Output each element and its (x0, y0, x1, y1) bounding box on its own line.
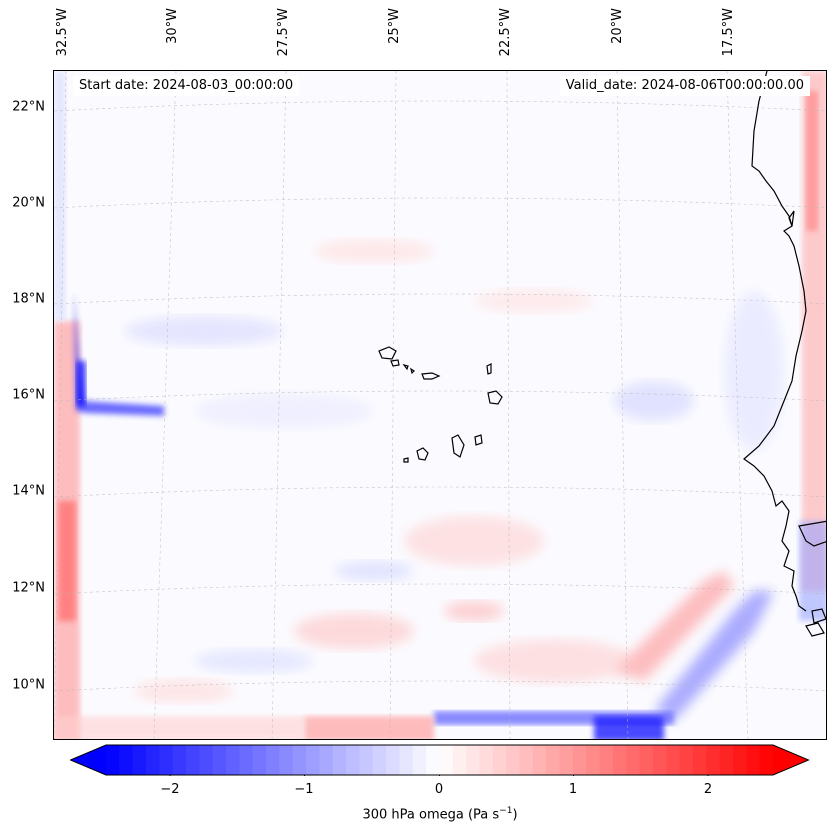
colorbar-cell (332, 745, 347, 775)
lon-label-17-5w: 17.5°W (721, 8, 736, 57)
colorbar-cell (239, 745, 254, 775)
colorbar-cell (466, 745, 481, 775)
colorbar-cell (732, 745, 747, 775)
colorbar-cell (519, 745, 534, 775)
colorbar-cell (146, 745, 160, 775)
colorbar-cell (359, 745, 374, 775)
omega-shading (54, 71, 826, 739)
colorbar-cell (679, 745, 694, 775)
lon-label-30w: 30°W (165, 8, 180, 44)
lat-label-20n: 20°N (12, 195, 45, 211)
colorbar-cell (399, 745, 414, 775)
lat-label-12n: 12°N (12, 580, 45, 596)
lat-label-18n: 18°N (12, 291, 45, 307)
colorbar-cell (279, 745, 294, 775)
colorbar-cell (412, 745, 427, 775)
start-date-label: Start date: 2024-08-03_00:00:00 (73, 76, 300, 96)
colorbar-cell (439, 745, 454, 775)
colorbar-cell (746, 745, 761, 775)
omega-field (54, 71, 826, 739)
cape-verde-islands (378, 346, 503, 463)
colorbar-cell (452, 745, 467, 775)
colorbar-cell (346, 745, 361, 775)
colorbar-title-suffix: ) (512, 807, 518, 823)
colorbar-extend-max (773, 745, 809, 775)
lat-label-10n: 10°N (12, 677, 45, 693)
map-panel (53, 70, 827, 740)
lon-label-25w: 25°W (387, 8, 402, 44)
colorbar-cell (666, 745, 681, 775)
colorbar-cell (626, 745, 641, 775)
colorbar-cell (492, 745, 507, 775)
colorbar-cell (119, 745, 134, 775)
colorbar-tick-label: 1 (568, 782, 578, 797)
colorbar-cell (186, 745, 200, 775)
colorbar-cell (266, 745, 281, 775)
colorbar-tick-label: −1 (294, 782, 314, 797)
lon-label-22-5w: 22.5°W (498, 8, 513, 57)
colorbar-title-text: 300 hPa omega (Pa s (362, 807, 500, 823)
colorbar-cell (172, 745, 187, 775)
colorbar-cell (252, 745, 267, 775)
colorbar-cell (639, 745, 654, 775)
colorbar-cell (106, 745, 120, 775)
colorbar-cell (706, 745, 721, 775)
colorbar (70, 744, 810, 776)
colorbar-cell (559, 745, 574, 775)
colorbar-cell (292, 745, 307, 775)
lat-label-14n: 14°N (12, 483, 45, 499)
lon-label-20w: 20°W (610, 8, 625, 44)
colorbar-cell (572, 745, 587, 775)
lat-label-16n: 16°N (12, 387, 45, 403)
colorbar-tick-label: −2 (160, 782, 180, 797)
colorbar-cell (759, 745, 774, 775)
colorbar-cell (612, 745, 627, 775)
colorbar-cell (212, 745, 227, 775)
colorbar-cell (132, 745, 147, 775)
valid-date-label: Valid_date: 2024-08-06T00:00:00.00 (559, 76, 810, 96)
colorbar-title-exponent: −1 (499, 806, 513, 816)
colorbar-cell (306, 745, 321, 775)
lon-label-32-5w: 32.5°W (55, 8, 70, 57)
colorbar-cell (586, 745, 601, 775)
colorbar-cell (506, 745, 521, 775)
colorbar-extend-min (70, 745, 106, 775)
colorbar-cell (546, 745, 561, 775)
graticule (54, 71, 826, 739)
coastline (743, 71, 826, 637)
colorbar-outline (70, 744, 810, 776)
colorbar-cell (372, 745, 387, 775)
colorbar-cells (70, 745, 809, 775)
colorbar-cell (532, 745, 547, 775)
colorbar-cell (692, 745, 707, 775)
colorbar-cell (719, 745, 734, 775)
colorbar-cell (159, 745, 174, 775)
colorbar-cell (479, 745, 494, 775)
colorbar-cell (319, 745, 334, 775)
lon-label-27-5w: 27.5°W (276, 8, 291, 57)
colorbar-cell (226, 745, 240, 775)
colorbar-tick-label: 0 (434, 782, 444, 797)
colorbar-cell (199, 745, 214, 775)
colorbar-cell (599, 745, 614, 775)
colorbar-title: 300 hPa omega (Pa s−1) (0, 806, 837, 822)
colorbar-cell (652, 745, 667, 775)
lat-label-22n: 22°N (12, 99, 45, 115)
colorbar-cell (426, 745, 441, 775)
colorbar-tick-label: 2 (703, 782, 713, 797)
colorbar-cell (386, 745, 401, 775)
